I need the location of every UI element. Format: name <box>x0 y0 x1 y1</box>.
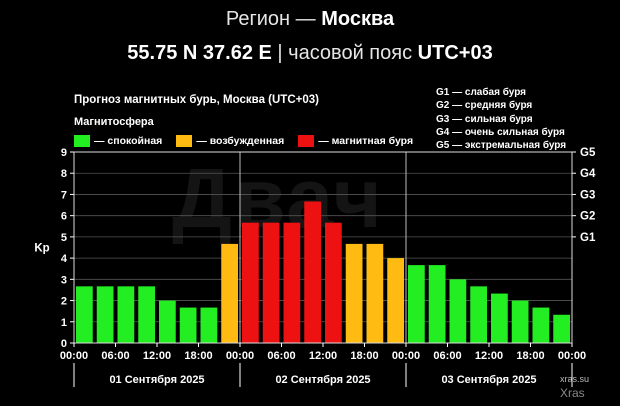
day-label-0: 01 Сентября 2025 <box>109 374 204 386</box>
kp-bar-3 <box>138 286 155 343</box>
kp-bar-11 <box>304 201 321 343</box>
xtick-label-12: 00:00 <box>558 350 586 362</box>
kp-bar-14 <box>366 243 384 343</box>
xtick-label-7: 18:00 <box>350 350 378 362</box>
xtick-label-3: 18:00 <box>184 350 212 362</box>
kp-bar-17 <box>428 265 446 343</box>
right-tick-label-g4: G4 <box>580 168 596 180</box>
storm-level-g1: G1 — слабая буря <box>436 87 527 98</box>
region-title: Регион — Москва <box>225 8 395 30</box>
ytick-label-4: 4 <box>61 253 68 265</box>
legend-item-storm: — магнитная буря <box>298 135 413 147</box>
kp-bar-15 <box>387 258 404 343</box>
right-tick-label-g1: G1 <box>580 232 596 244</box>
xtick-label-9: 06:00 <box>433 350 461 362</box>
ytick-label-1: 1 <box>61 317 67 329</box>
kp-bar-21 <box>511 300 529 343</box>
kp-bar-16 <box>408 265 425 343</box>
kp-bar-7 <box>221 243 238 343</box>
xtick-label-11: 18:00 <box>516 350 544 362</box>
legend-title: Магнитосфера <box>74 116 154 128</box>
source-credit: Xras <box>560 386 585 400</box>
legend-label-quiet: — спокойная <box>94 135 163 147</box>
kp-bar-5 <box>179 307 197 343</box>
legend-item-unsettled: — возбужденная <box>176 135 284 147</box>
kp-bar-4 <box>159 300 176 343</box>
kp-bar-19 <box>470 286 487 343</box>
kp-bar-23 <box>553 314 570 343</box>
ytick-label-0: 0 <box>61 338 67 350</box>
kp-bar-12 <box>325 222 342 343</box>
ytick-label-3: 3 <box>61 274 67 286</box>
right-tick-label-g3: G3 <box>580 189 595 201</box>
xtick-label-4: 00:00 <box>226 350 254 362</box>
ytick-label-5: 5 <box>61 232 67 244</box>
right-tick-label-g2: G2 <box>580 211 595 223</box>
legend-label-storm: — магнитная буря <box>318 135 414 147</box>
kp-bar-2 <box>117 286 135 343</box>
legend-label-unsettled: — возбужденная <box>196 135 285 147</box>
xtick-label-5: 06:00 <box>267 350 295 362</box>
xtick-label-6: 12:00 <box>309 350 337 362</box>
ytick-label-7: 7 <box>61 189 67 201</box>
storm-level-g5: G5 — экстремальная буря <box>436 140 567 152</box>
kp-bar-22 <box>532 307 550 343</box>
day-label-1: 02 Сентября 2025 <box>275 374 370 386</box>
ytick-label-8: 8 <box>61 168 67 180</box>
legend-item-quiet: — спокойная <box>74 135 162 147</box>
legend: — спокойная — возбужденная — магнитная б… <box>74 133 427 149</box>
y-axis-label: Kp <box>34 243 49 255</box>
ytick-label-6: 6 <box>61 211 67 223</box>
kp-bar-10 <box>283 222 301 343</box>
kp-bar-13 <box>345 243 363 343</box>
coords-timezone-line: 55.75 N 37.62 E | часовой пояс UTC+03 <box>127 42 493 64</box>
kp-bar-1 <box>96 286 114 343</box>
ytick-label-9: 9 <box>61 147 67 159</box>
storm-level-g3: G3 — сильная буря <box>436 113 533 125</box>
legend-swatch-storm <box>298 135 315 147</box>
kp-bar-8 <box>242 222 259 343</box>
ytick-label-2: 2 <box>61 296 67 308</box>
kp-bar-18 <box>449 279 467 343</box>
kp-bar-20 <box>491 293 508 343</box>
right-tick-label-g5: G5 <box>580 147 596 159</box>
xtick-label-1: 06:00 <box>101 350 129 362</box>
chart-title: Прогноз магнитных бурь, Москва (UTC+03) <box>74 94 319 106</box>
kp-bar-0 <box>76 286 93 343</box>
kp-bar-9 <box>262 222 280 343</box>
storm-levels-list: G1 — слабая буря G2 — средняя буря G3 — … <box>436 86 566 152</box>
day-label-2: 03 Сентября 2025 <box>441 374 536 386</box>
xtick-label-2: 12:00 <box>143 350 171 362</box>
storm-level-g2: G2 — средняя буря <box>436 100 533 112</box>
legend-swatch-unsettled <box>176 135 193 147</box>
legend-swatch-quiet <box>74 135 90 147</box>
kp-bar-6 <box>200 307 218 343</box>
watermark-site: xras.su <box>560 374 590 384</box>
xtick-label-10: 12:00 <box>475 350 503 362</box>
xtick-label-0: 00:00 <box>60 350 88 362</box>
xtick-label-8: 00:00 <box>392 350 420 362</box>
storm-level-g4: G4 — очень сильная буря <box>436 126 565 138</box>
